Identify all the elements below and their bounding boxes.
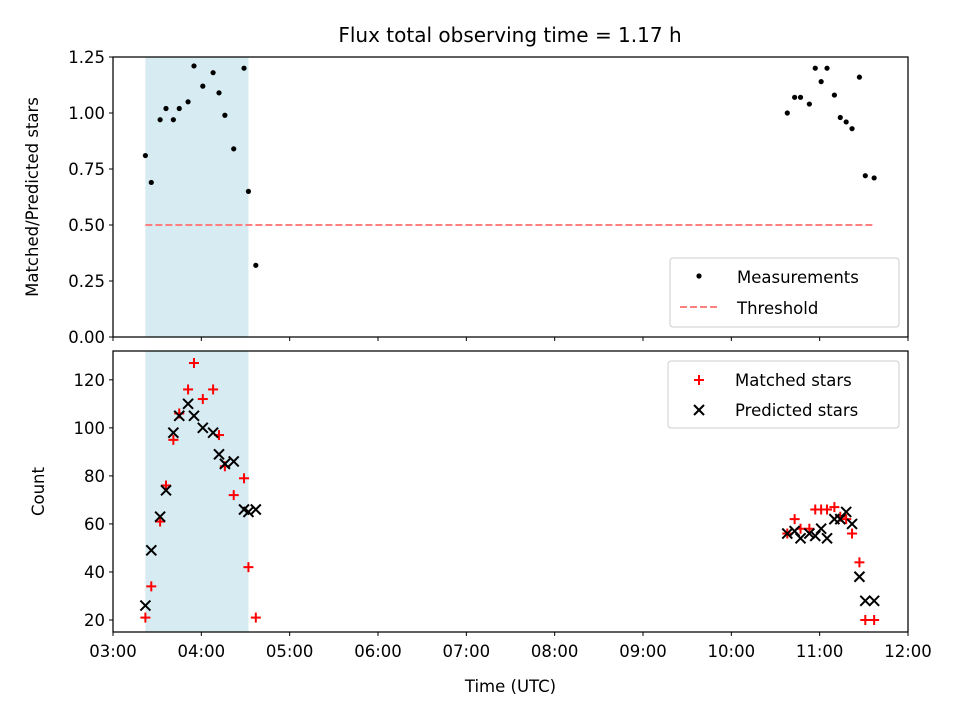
y-tick-label: 120 bbox=[74, 371, 106, 390]
y-tick-label: 0.25 bbox=[68, 272, 105, 291]
x-tick-label: 06:00 bbox=[354, 642, 402, 661]
measurement-point bbox=[253, 263, 258, 268]
measurement-point bbox=[149, 180, 154, 185]
predicted-star-point bbox=[796, 533, 806, 543]
matched-star-point bbox=[822, 505, 832, 515]
measurement-point bbox=[185, 99, 190, 104]
x-tick-label: 07:00 bbox=[443, 642, 491, 661]
measurement-point bbox=[171, 117, 176, 122]
y-tick-label: 40 bbox=[84, 563, 105, 582]
measurement-point bbox=[211, 70, 216, 75]
measurement-point bbox=[872, 175, 877, 180]
measurement-point bbox=[158, 117, 163, 122]
matched-star-point bbox=[251, 613, 261, 623]
measurement-point bbox=[191, 63, 196, 68]
y-tick-label: 100 bbox=[74, 419, 106, 438]
measurement-point bbox=[813, 66, 818, 71]
x-tick-label: 09:00 bbox=[619, 642, 667, 661]
predicted-star-point bbox=[251, 505, 261, 515]
x-axis-label: Time (UTC) bbox=[464, 677, 556, 696]
ratio-panel: 0.00 0.25 0.50 0.75 1.00 1.25 Matched/Predict… bbox=[23, 48, 908, 347]
measurement-point bbox=[849, 126, 854, 131]
count-x-ticks: 03:00 04:00 05:00 06:00 07:00 08:00 09:00 10:00… bbox=[89, 632, 932, 661]
x-tick-label: 03:00 bbox=[89, 642, 137, 661]
legend-matched-label: Matched stars bbox=[735, 371, 852, 390]
legend-measurement-marker bbox=[696, 273, 701, 278]
matched-star-point bbox=[829, 502, 839, 512]
measurement-point bbox=[177, 106, 182, 111]
measurement-point bbox=[143, 153, 148, 158]
shaded-interval-top bbox=[145, 57, 248, 337]
measurement-point bbox=[231, 146, 236, 151]
count-legend: Matched stars Predicted stars bbox=[668, 361, 899, 428]
y-tick-label: 80 bbox=[84, 467, 105, 486]
matched-star-point bbox=[854, 557, 864, 567]
legend-measurement-label: Measurements bbox=[737, 268, 859, 287]
measurement-point bbox=[246, 189, 251, 194]
matched-star-point bbox=[847, 529, 857, 539]
y-tick-label: 1.00 bbox=[68, 104, 105, 123]
measurement-point bbox=[819, 79, 824, 84]
ratio-y-axis-label: Matched/Predicted stars bbox=[23, 97, 42, 297]
matched-star-point bbox=[869, 615, 879, 625]
predicted-star-point bbox=[822, 533, 832, 543]
count-y-axis-label: Count bbox=[29, 466, 48, 516]
x-tick-label: 11:00 bbox=[796, 642, 844, 661]
measurement-point bbox=[163, 106, 168, 111]
x-tick-label: 10:00 bbox=[708, 642, 756, 661]
predicted-star-point bbox=[847, 519, 857, 529]
legend-predicted-label: Predicted stars bbox=[735, 401, 858, 420]
matched-star-point bbox=[860, 615, 870, 625]
ratio-y-ticks: 0.00 0.25 0.50 0.75 1.00 1.25 bbox=[68, 48, 113, 347]
count-panel: 20 40 60 80 100 120 03:00 04:00 05:00 06:00 07:00… bbox=[29, 351, 932, 696]
x-tick-label: 05:00 bbox=[266, 642, 314, 661]
measurement-point bbox=[216, 90, 221, 95]
measurement-point bbox=[807, 101, 812, 106]
x-tick-label: 04:00 bbox=[178, 642, 226, 661]
measurement-point bbox=[241, 66, 246, 71]
measurement-point bbox=[792, 95, 797, 100]
y-tick-label: 1.25 bbox=[68, 48, 105, 67]
y-tick-label: 0.00 bbox=[68, 328, 105, 347]
x-tick-label: 12:00 bbox=[884, 642, 932, 661]
measurement-point bbox=[838, 115, 843, 120]
x-tick-label: 08:00 bbox=[531, 642, 579, 661]
measurement-point bbox=[222, 113, 227, 118]
chart-title: Flux total observing time = 1.17 h bbox=[338, 23, 681, 47]
matched-star-point bbox=[790, 514, 800, 524]
measurement-point bbox=[844, 119, 849, 124]
legend-threshold-label: Threshold bbox=[736, 299, 818, 318]
predicted-star-point bbox=[860, 596, 870, 606]
measurement-point bbox=[863, 173, 868, 178]
y-tick-label: 0.75 bbox=[68, 160, 105, 179]
measurement-point bbox=[824, 66, 829, 71]
y-tick-label: 60 bbox=[84, 515, 105, 534]
ratio-marks bbox=[143, 63, 877, 268]
count-y-ticks: 20 40 60 80 100 120 bbox=[74, 371, 114, 630]
y-tick-label: 20 bbox=[84, 611, 105, 630]
y-tick-label: 0.50 bbox=[68, 216, 105, 235]
predicted-star-point bbox=[854, 572, 864, 582]
predicted-star-point bbox=[816, 524, 826, 534]
measurement-point bbox=[798, 95, 803, 100]
measurement-point bbox=[785, 110, 790, 115]
ratio-legend: Measurements Threshold bbox=[670, 258, 899, 327]
measurement-point bbox=[857, 75, 862, 80]
measurement-point bbox=[832, 92, 837, 97]
predicted-star-point bbox=[869, 596, 879, 606]
measurement-point bbox=[200, 84, 205, 89]
